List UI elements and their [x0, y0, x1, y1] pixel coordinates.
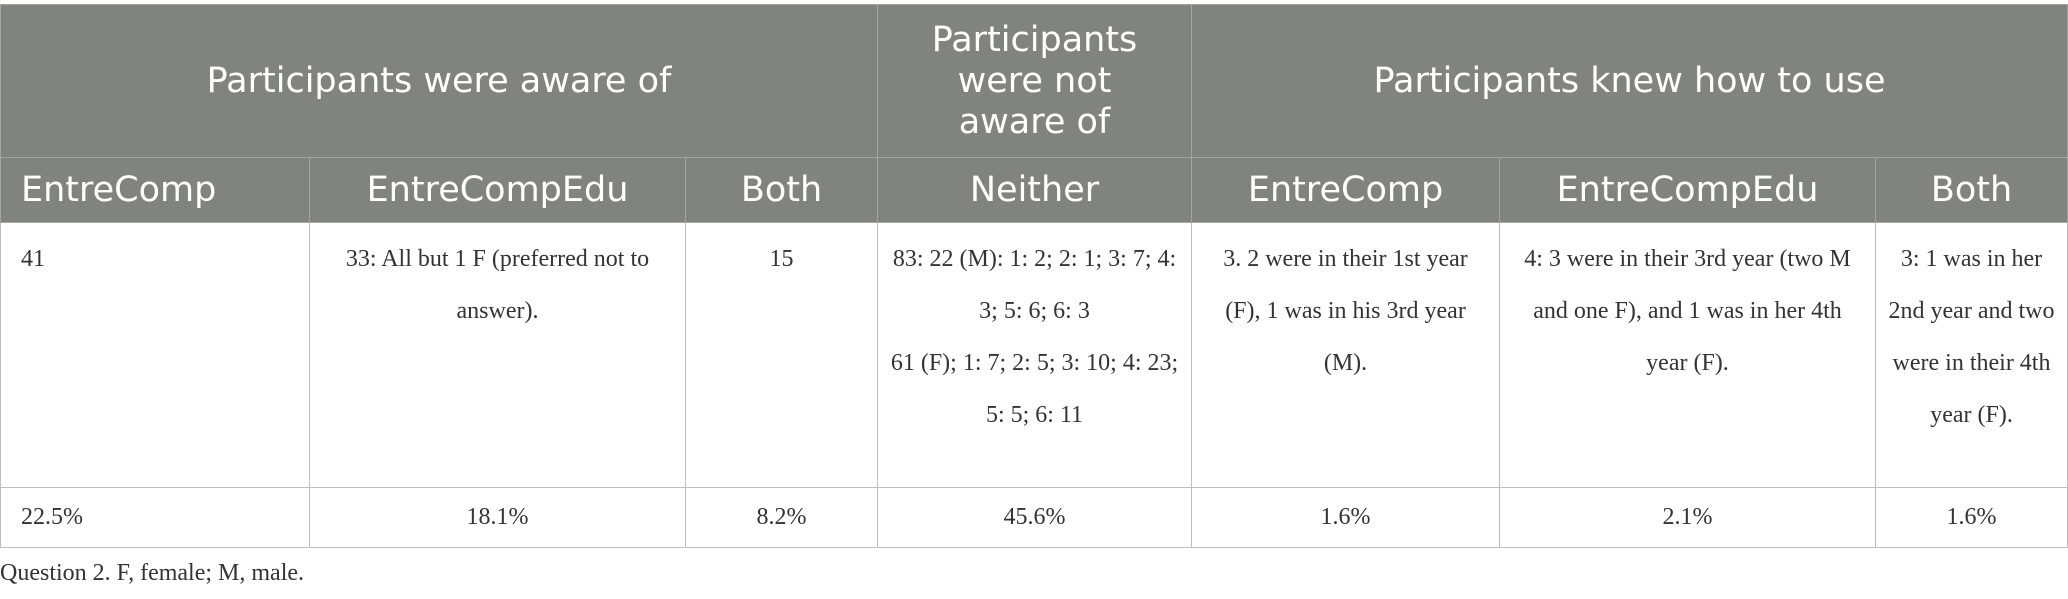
- pct-aware-entrecompedu: 18.1%: [309, 487, 686, 548]
- pct-knew-entrecompedu: 2.1%: [1499, 487, 1876, 548]
- col-header-entrecomp-knew: EntreComp: [1191, 157, 1500, 223]
- group-header-not-aware: Participants were not aware of: [877, 4, 1192, 158]
- cell-knew-entrecomp: 3. 2 were in their 1st year (F), 1 was i…: [1191, 222, 1500, 488]
- pct-aware-both: 8.2%: [685, 487, 878, 548]
- table-row: 22.5% 18.1% 8.2% 45.6% 1.6% 2.1% 1.6%: [0, 487, 2068, 548]
- cell-aware-entrecompedu: 33: All but 1 F (preferred not to answer…: [309, 222, 686, 488]
- cell-aware-both: 15: [685, 222, 878, 488]
- pct-aware-entrecomp: 22.5%: [0, 487, 310, 548]
- awareness-table: Participants were aware of Participants …: [0, 4, 2068, 548]
- col-header-entrecomp-aware: EntreComp: [0, 157, 310, 223]
- group-header-row: Participants were aware of Participants …: [0, 4, 2068, 158]
- group-header-knew: Participants knew how to use: [1190, 4, 2068, 158]
- neither-female-breakdown: 61 (F); 1: 7; 2: 5; 3: 10; 4: 23; 5: 5; …: [890, 350, 1179, 428]
- cell-neither: 83: 22 (M): 1: 2; 2: 1; 3: 7; 4: 3; 5: 6…: [877, 222, 1192, 488]
- neither-male-breakdown: 83: 22 (M): 1: 2; 2: 1; 3: 7; 4: 3; 5: 6…: [892, 246, 1177, 324]
- cell-aware-entrecomp: 41: [0, 222, 310, 488]
- pct-knew-entrecomp: 1.6%: [1191, 487, 1500, 548]
- table-row: 41 33: All but 1 F (preferred not to ans…: [0, 222, 2068, 488]
- col-header-both-knew: Both: [1874, 157, 2068, 223]
- col-header-entrecompedu-knew: EntreCompEdu: [1499, 157, 1876, 223]
- col-header-entrecompedu-aware: EntreCompEdu: [309, 157, 686, 223]
- col-header-neither: Neither: [877, 157, 1192, 223]
- column-header-row: EntreComp EntreCompEdu Both Neither Entr…: [0, 157, 2068, 223]
- data-table-container: Participants were aware of Participants …: [0, 4, 2068, 548]
- group-header-aware: Participants were aware of: [0, 4, 878, 158]
- table-footnote: Question 2. F, female; M, male.: [0, 560, 305, 586]
- pct-neither: 45.6%: [877, 487, 1192, 548]
- cell-knew-both: 3: 1 was in her 2nd year and two were in…: [1874, 222, 2068, 488]
- pct-knew-both: 1.6%: [1874, 487, 2068, 548]
- col-header-both-aware: Both: [685, 157, 878, 223]
- cell-knew-entrecompedu: 4: 3 were in their 3rd year (two M and o…: [1499, 222, 1876, 488]
